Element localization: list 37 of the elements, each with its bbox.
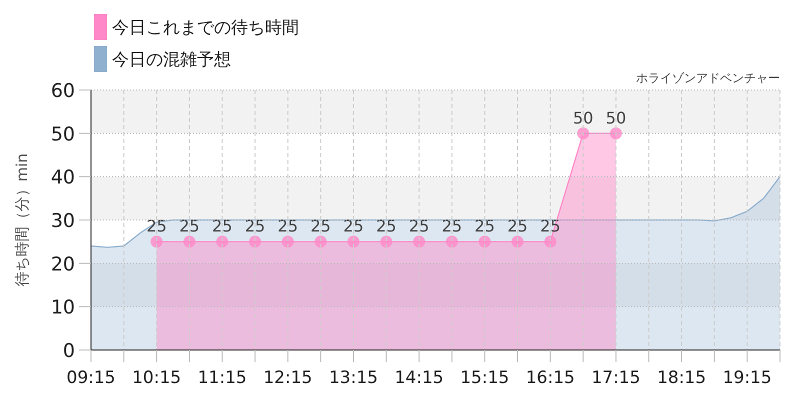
y-tick-label: 30 — [50, 210, 75, 232]
data-label: 25 — [179, 216, 200, 236]
x-tick-label: 09:15 — [66, 368, 116, 388]
x-tick-label: 13:15 — [328, 368, 378, 388]
x-tick-label: 12:15 — [263, 368, 312, 388]
x-tick-label: 18:15 — [657, 368, 706, 388]
x-tick-label: 11:15 — [198, 368, 247, 388]
y-tick-label: 60 — [50, 80, 75, 102]
legend-label: 今日の混雑予想 — [112, 50, 231, 70]
data-label: 25 — [310, 216, 331, 236]
data-label: 25 — [343, 216, 364, 236]
legend-label: 今日これまでの待ち時間 — [112, 18, 299, 38]
data-label: 25 — [540, 216, 561, 236]
chart-title: ホライゾンアドベンチャー — [636, 71, 780, 85]
data-label: 25 — [408, 216, 430, 236]
x-tick-label: 14:15 — [394, 368, 444, 388]
data-label: 25 — [507, 216, 528, 236]
x-tick-label: 10:15 — [132, 368, 182, 388]
x-tick-label: 19:15 — [722, 368, 772, 388]
y-tick-label: 50 — [50, 123, 75, 146]
x-tick-label: 15:15 — [460, 368, 510, 388]
data-label: 25 — [146, 216, 167, 236]
x-tick-label: 17:15 — [591, 368, 640, 388]
data-label: 25 — [244, 216, 266, 236]
y-tick-label: 40 — [50, 166, 75, 189]
y-tick-label: 10 — [50, 296, 75, 319]
data-label: 25 — [442, 216, 462, 236]
data-label: 50 — [572, 108, 594, 128]
y-axis-title: 待ち時間（分）min — [13, 153, 31, 287]
y-tick-label: 0 — [62, 340, 75, 362]
data-label: 25 — [278, 216, 298, 236]
data-label: 25 — [212, 216, 232, 236]
data-label: 25 — [474, 216, 495, 236]
x-tick-label: 16:15 — [526, 368, 575, 388]
data-label: 25 — [376, 216, 396, 236]
data-label: 50 — [606, 108, 626, 128]
y-tick-label: 20 — [50, 253, 75, 276]
